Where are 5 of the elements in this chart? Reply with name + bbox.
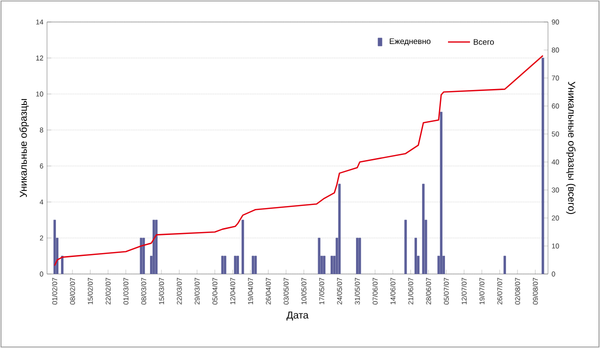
y-axis-title: Уникальные образцы: [19, 99, 29, 198]
x-axis-title: Дата: [286, 312, 309, 321]
legend-label: Ежедневно: [390, 38, 430, 46]
y2-axis-title: Уникальные образцы (всего): [566, 82, 576, 214]
legend-label: Всего: [474, 39, 494, 45]
